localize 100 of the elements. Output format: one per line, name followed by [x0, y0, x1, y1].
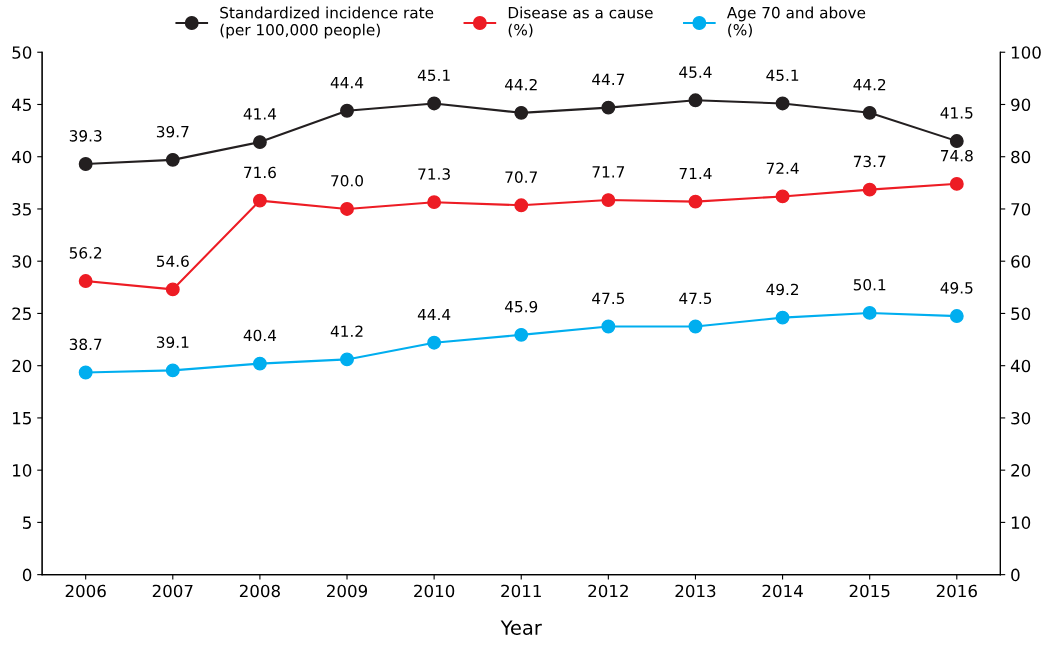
y2-tick-label: 10 [1011, 516, 1031, 529]
y2-tick-label: 90 [1011, 98, 1031, 112]
point [862, 182, 877, 197]
point [775, 189, 790, 204]
y2-tick-label: 50 [1011, 307, 1031, 321]
data-label: 44.4 [417, 308, 451, 321]
y-tick-label: 5 [23, 516, 31, 529]
y2-tick-label: 30 [1011, 411, 1031, 425]
y-tick-label: 25 [12, 307, 31, 321]
point [340, 103, 354, 118]
data-label: 71.4 [679, 167, 712, 180]
y2-tick-label: 100 [1011, 46, 1041, 59]
data-label: 39.3 [69, 130, 102, 142]
y-tick-label: 10 [13, 464, 32, 477]
data-label: 41.2 [330, 325, 363, 337]
point [165, 152, 180, 167]
point [688, 319, 703, 334]
data-label: 39.1 [156, 336, 189, 348]
point [252, 193, 267, 208]
data-label: 45.1 [766, 69, 799, 82]
data-label: 38.7 [69, 338, 102, 351]
x-axis-title: Year [500, 620, 542, 635]
point [949, 309, 964, 323]
point [949, 134, 964, 148]
x-tick-label: 2014 [762, 584, 803, 598]
point [688, 194, 703, 209]
y-tick-label: 35 [12, 202, 31, 216]
legend-label: Standardized incidence rate (per 100,000 people) [220, 6, 434, 39]
x-tick-label: 2009 [327, 584, 368, 598]
y2-tick-label: 70 [1011, 202, 1031, 216]
data-label: 44.2 [853, 78, 886, 91]
point [165, 282, 180, 297]
data-label: 71.6 [244, 166, 276, 179]
point [427, 96, 442, 111]
data-label: 71.7 [592, 166, 625, 178]
data-label: 49.5 [940, 282, 973, 294]
y2-tick-label: 20 [1011, 464, 1031, 477]
x-tick-label: 2007 [152, 584, 193, 598]
data-label: 41.5 [940, 107, 973, 119]
legend-label: Disease as a cause (%) [508, 6, 653, 38]
y-tick-label: 40 [12, 150, 32, 164]
point [427, 335, 442, 350]
data-label: 56.2 [69, 247, 102, 259]
x-tick-label: 2015 [849, 584, 890, 598]
x-tick-label: 2016 [936, 584, 977, 598]
data-label: 74.8 [941, 149, 973, 162]
x-tick-label: 2012 [588, 584, 628, 598]
point [601, 100, 616, 115]
data-label: 70.0 [331, 175, 364, 187]
point [78, 157, 93, 171]
point [78, 274, 93, 288]
point [78, 365, 93, 380]
point [775, 310, 790, 325]
y-tick-label: 20 [12, 359, 32, 373]
data-label: 44.2 [504, 78, 537, 91]
y-tick-label: 15 [13, 412, 31, 425]
point [340, 352, 354, 367]
data-label: 45.4 [679, 66, 712, 78]
data-label: 40.4 [243, 329, 277, 342]
data-label: 49.2 [766, 283, 799, 296]
point [427, 195, 442, 210]
point [252, 135, 267, 150]
data-label: 45.9 [504, 300, 538, 313]
y-tick-label: 30 [12, 255, 32, 268]
data-label: 41.4 [243, 108, 277, 120]
data-label: 70.7 [505, 171, 537, 183]
y-tick-label: 45 [12, 98, 31, 112]
x-tick-label: 2008 [239, 584, 280, 598]
x-tick-label: 2006 [65, 584, 106, 598]
point [514, 327, 529, 342]
point [862, 105, 877, 120]
y2-tick-label: 60 [1011, 255, 1031, 268]
y-tick-label: 0 [22, 568, 32, 582]
data-label: 44.4 [330, 76, 364, 89]
point [601, 193, 616, 208]
y2-tick-label: 40 [1010, 359, 1031, 373]
legend-label: Age 70 and above (%) [726, 6, 866, 38]
point [862, 305, 877, 320]
data-label: 54.6 [156, 255, 189, 268]
data-label: 73.7 [853, 155, 886, 168]
point [252, 356, 267, 371]
point [775, 96, 790, 111]
data-label: 39.7 [156, 125, 189, 138]
point [340, 202, 354, 216]
data-label: 71.3 [418, 168, 450, 180]
y2-tick-label: 80 [1011, 150, 1031, 164]
y2-tick-label: 0 [1011, 568, 1020, 582]
data-label: 72.4 [766, 162, 799, 174]
x-tick-label: 2011 [501, 584, 541, 598]
point [949, 176, 964, 191]
point [165, 363, 180, 378]
data-label: 47.5 [679, 292, 712, 305]
data-label: 47.5 [592, 292, 625, 305]
point [514, 198, 529, 213]
point [688, 93, 703, 108]
y-tick-label: 50 [12, 46, 32, 59]
x-tick-label: 2013 [675, 584, 716, 598]
x-tick-label: 2010 [414, 584, 455, 598]
data-label: 45.1 [417, 69, 450, 82]
data-label: 50.1 [853, 278, 886, 291]
